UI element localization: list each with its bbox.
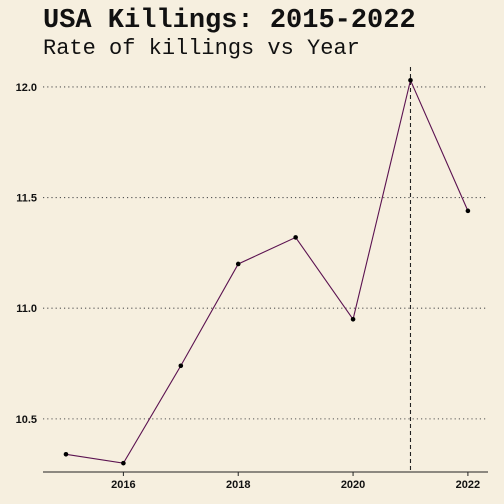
y-axis: 10.5 11.0 11.5 12.0 [16, 82, 37, 426]
data-point-2020 [350, 316, 356, 322]
series-line-0 [65, 78, 469, 464]
y-tick-label-11.0: 11.0 [16, 303, 37, 315]
data-point-2022 [465, 208, 471, 214]
data-point-2016 [121, 460, 126, 466]
y-tick-label-10.5: 10.5 [16, 414, 37, 426]
data-point-2019 [293, 235, 298, 240]
data-point-2017 [178, 363, 184, 369]
grid-layer [43, 86, 488, 420]
data-point-2018 [235, 261, 241, 267]
y-tick-label-11.5: 11.5 [16, 193, 37, 205]
chart-title: USA Killings: 2015-2022 [43, 6, 416, 36]
x-axis: 2016 2018 2020 2022 [43, 471, 488, 491]
series-layer [65, 78, 469, 464]
chart-subtitle: Rate of killings vs Year [43, 36, 360, 61]
data-point-2021 [408, 77, 413, 83]
data-point-2015 [63, 451, 69, 457]
x-tick-label-2022: 2022 [456, 479, 480, 491]
x-tick-label-2016: 2016 [111, 479, 135, 491]
x-tick-label-2018: 2018 [226, 479, 250, 491]
points-layer [63, 77, 471, 466]
x-tick-label-2020: 2020 [341, 479, 365, 491]
y-tick-label-12.0: 12.0 [16, 82, 37, 94]
